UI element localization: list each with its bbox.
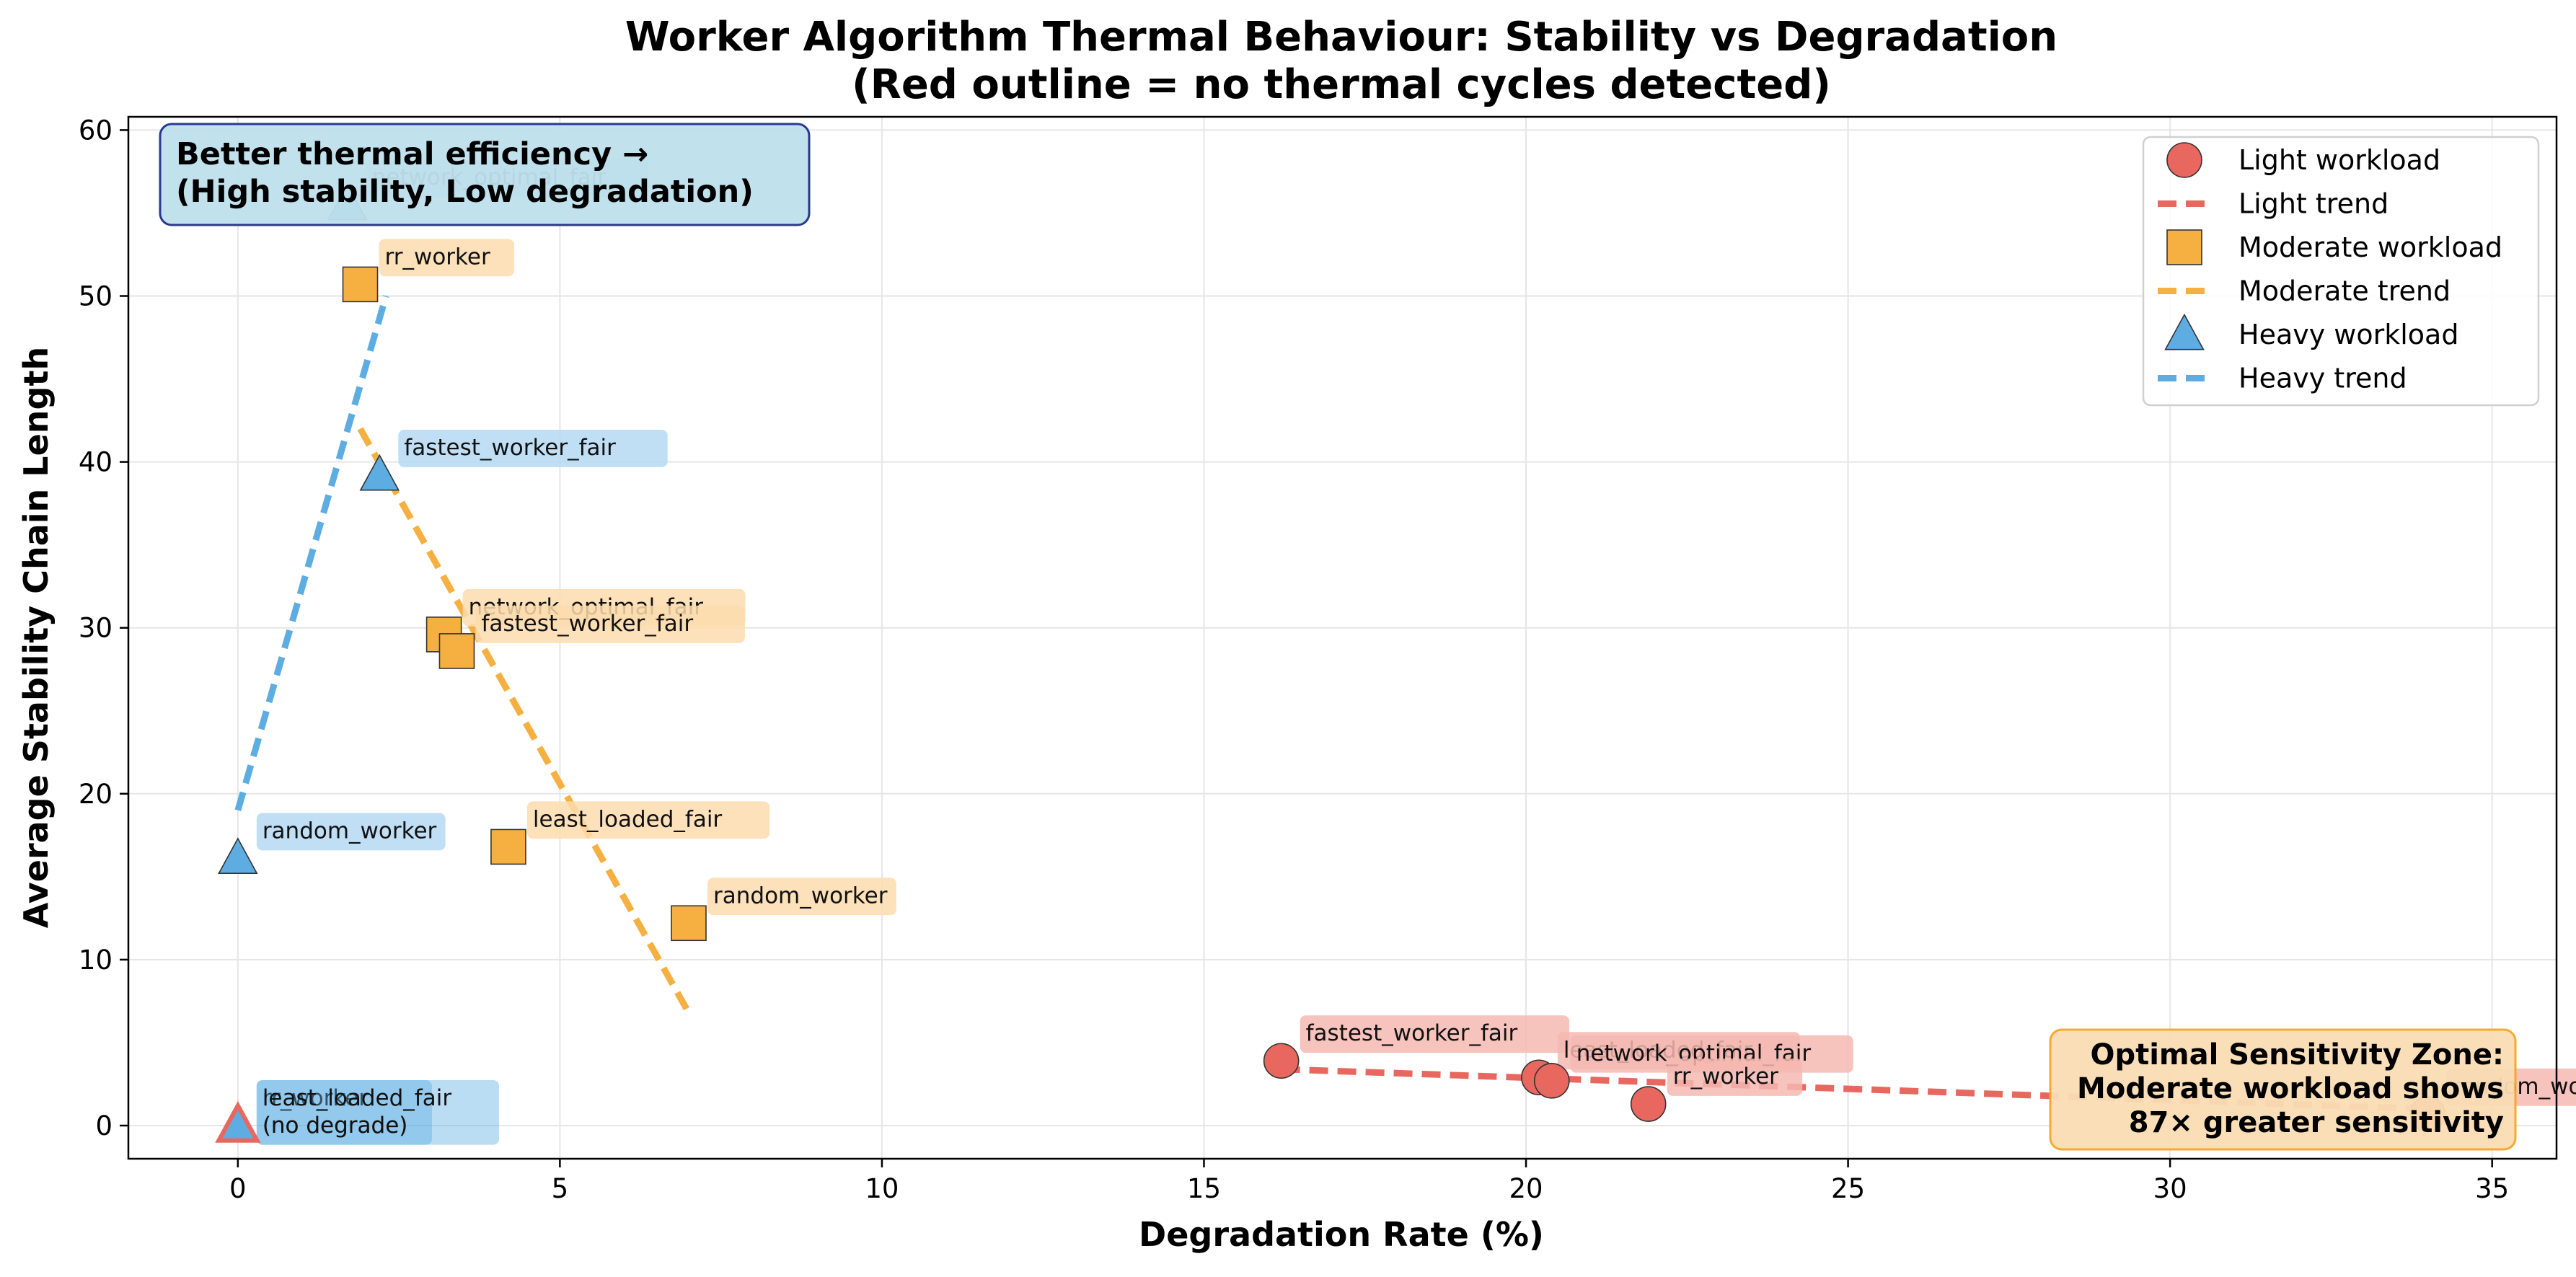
point-label-box: [379, 239, 514, 277]
y-axis-label: Average Stability Chain Length: [17, 347, 56, 928]
y-tick-label: 0: [95, 1110, 113, 1141]
legend-marker: [2166, 229, 2202, 265]
y-tick-label: 50: [79, 281, 113, 312]
trend-line-2: [234, 295, 389, 812]
point-label: rr_worker: [385, 244, 490, 270]
annotation-line: (High stability, Low degradation): [176, 174, 754, 210]
data-point: [215, 1101, 261, 1143]
data-point: [218, 837, 258, 875]
point-label-box: [1300, 1015, 1570, 1053]
point-label: least_loaded_fair (no degrade): [263, 1085, 452, 1139]
y-tick-label: 40: [79, 447, 113, 478]
point-label-box: [398, 430, 668, 467]
x-tick-label: 5: [552, 1173, 569, 1204]
x-tick-label: 25: [1831, 1173, 1865, 1204]
annotation-line: Better thermal efficiency →: [176, 136, 648, 172]
annotation-box-top: [159, 123, 811, 226]
y-axis-ticks: 0 10 20 30 40 50 60: [79, 115, 128, 1141]
point-label-line: random_worker: [713, 883, 888, 909]
x-tick-label: 30: [2153, 1173, 2187, 1204]
point-label-line: least_loaded_fair: [533, 806, 723, 832]
legend-box: [2142, 136, 2540, 407]
annotation-line: Optimal Sensitivity Zone:: [2090, 1038, 2504, 1071]
point-label: rr_worker: [1673, 1064, 1778, 1090]
point-label: fastest_worker_fair: [404, 435, 616, 461]
point-label-line: random_worker: [263, 818, 437, 844]
x-axis-ticks: 0 5 10 15 20 25 30 35: [229, 1159, 2509, 1204]
point-label: rr_worker (no degrade): [263, 1085, 408, 1139]
annotations: Better thermal efficiency →(High stabili…: [159, 123, 2517, 1151]
data-point: [342, 266, 379, 303]
legend-label: Moderate trend: [2238, 275, 2451, 307]
data-point: [671, 905, 707, 942]
annotation-line: Moderate workload shows: [2077, 1072, 2504, 1105]
data-point: [1630, 1086, 1667, 1122]
data-point: [438, 633, 475, 669]
data-point: [1263, 1043, 1300, 1079]
y-tick-label: 60: [79, 115, 113, 146]
point-label-line: least_loaded_fair: [263, 1085, 452, 1111]
x-tick-label: 35: [2475, 1173, 2509, 1204]
data-point: [359, 454, 400, 491]
point-label-box: [707, 878, 896, 916]
plot-frame: [127, 115, 2558, 1160]
x-tick-label: 15: [1187, 1173, 1221, 1204]
point-label-box: [256, 1079, 433, 1145]
data-point: [1533, 1063, 1570, 1099]
point-label-line: (no degrade): [263, 1113, 408, 1139]
point-label-line: rr_worker: [385, 244, 490, 270]
point-label-box: [526, 801, 770, 839]
point-label-box: [256, 1079, 500, 1145]
point-label-line: fastest_worker_fair: [1306, 1020, 1518, 1046]
annotation-line: 87× greater sensitivity: [2129, 1106, 2504, 1139]
point-label-line: fastest_worker_fair: [481, 611, 693, 637]
point-label-box: [1667, 1059, 1803, 1096]
point-label-line: (no degrade): [263, 1113, 408, 1139]
legend-label: Heavy trend: [2238, 363, 2407, 394]
legend-marker: [2164, 313, 2205, 350]
point-label-box: [256, 813, 446, 851]
point-label-box: [475, 605, 745, 643]
trend-line-0: [1281, 1066, 2428, 1113]
legend: Light workload Light trend Moderate worklo…: [2142, 136, 2540, 407]
point-label-line: rr_worker: [263, 1085, 368, 1111]
data-point: [490, 828, 526, 865]
y-tick-label: 10: [79, 945, 113, 976]
point-label-line: rr_worker: [1673, 1064, 1778, 1090]
legend-label: Light workload: [2238, 144, 2440, 176]
chart-subtitle: (Red outline = no thermal cycles detecte…: [852, 61, 1831, 108]
point-label: random_worker: [713, 883, 888, 909]
legend-label: Moderate workload: [2238, 231, 2502, 263]
point-label: least_loaded_fair: [533, 806, 723, 832]
point-label: random_worker: [263, 818, 437, 844]
x-tick-label: 10: [865, 1173, 899, 1204]
y-tick-label: 20: [79, 779, 113, 810]
legend-label: Heavy workload: [2238, 319, 2458, 350]
legend-marker: [2166, 142, 2202, 178]
point-label: fastest_worker_fair: [481, 611, 693, 637]
trend-lines: [234, 295, 2428, 1113]
point-label: fastest_worker_fair: [1306, 1020, 1518, 1046]
legend-label: Light trend: [2238, 188, 2388, 220]
x-tick-label: 0: [229, 1173, 247, 1204]
point-label-line: fastest_worker_fair: [404, 435, 616, 461]
annotation-box-bottom: [2049, 1028, 2517, 1151]
x-axis-label: Degradation Rate (%): [1139, 1215, 1544, 1254]
x-tick-label: 20: [1509, 1173, 1543, 1204]
y-tick-label: 30: [79, 613, 113, 644]
chart-title: Worker Algorithm Thermal Behaviour: Stab…: [625, 14, 2057, 61]
